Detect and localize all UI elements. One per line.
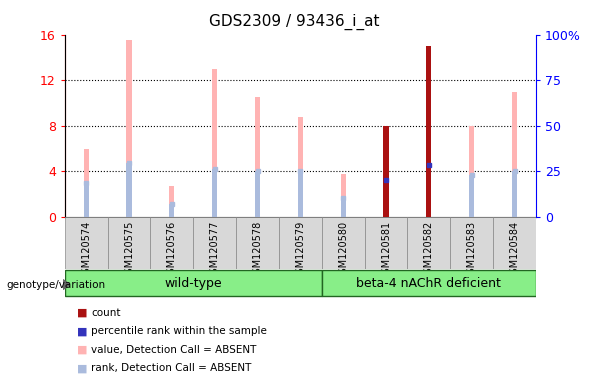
Text: rank, Detection Call = ABSENT: rank, Detection Call = ABSENT [91,363,252,373]
Bar [426,46,432,217]
Bar [408,217,451,269]
Bar [469,126,474,217]
Text: wild-type: wild-type [164,277,222,290]
Bar [236,217,279,269]
Bar [451,217,493,269]
Polygon shape [63,280,70,290]
Bar [469,175,474,217]
Bar [279,217,322,269]
Text: GSM120582: GSM120582 [424,221,434,280]
Bar [212,69,217,217]
Bar [169,204,174,217]
Bar [255,97,260,217]
Bar [84,149,89,217]
Text: GSM120580: GSM120580 [338,221,348,280]
Bar [512,171,517,217]
Text: ■: ■ [77,345,87,355]
Bar [150,217,193,269]
Text: count: count [91,308,121,318]
Bar [65,217,108,269]
Bar [383,126,389,217]
Text: GSM120576: GSM120576 [167,221,177,280]
Bar [426,46,432,217]
Bar [84,183,89,217]
Text: GSM120574: GSM120574 [81,221,91,280]
Bar [383,180,389,217]
Text: beta-4 nAChR deficient: beta-4 nAChR deficient [356,277,501,290]
Bar [212,169,217,217]
Text: ■: ■ [77,363,87,373]
Bar [255,171,260,217]
Text: percentile rank within the sample: percentile rank within the sample [91,326,267,336]
Bar [322,217,365,269]
Text: GSM120584: GSM120584 [509,221,519,280]
Text: GSM120579: GSM120579 [296,221,305,280]
Bar [426,164,432,217]
Bar [493,217,536,269]
Bar [127,163,131,217]
Bar [512,91,517,217]
Text: GSM120575: GSM120575 [124,221,134,280]
Bar [340,174,346,217]
Bar [298,117,303,217]
Text: GDS2309 / 93436_i_at: GDS2309 / 93436_i_at [209,13,380,30]
Text: ■: ■ [77,308,87,318]
Bar [298,171,303,217]
Text: GSM120581: GSM120581 [381,221,391,280]
Bar [340,198,346,217]
Text: value, Detection Call = ABSENT: value, Detection Call = ABSENT [91,345,257,355]
Text: ■: ■ [77,326,87,336]
Bar [65,270,322,296]
Bar [322,270,536,296]
Bar [383,126,389,217]
Text: genotype/variation: genotype/variation [6,280,105,290]
Bar [127,40,131,217]
Text: GSM120578: GSM120578 [253,221,263,280]
Bar [365,217,408,269]
Bar [169,186,174,217]
Bar [108,217,150,269]
Text: GSM120583: GSM120583 [466,221,477,280]
Text: GSM120577: GSM120577 [210,221,220,280]
Bar [193,217,236,269]
